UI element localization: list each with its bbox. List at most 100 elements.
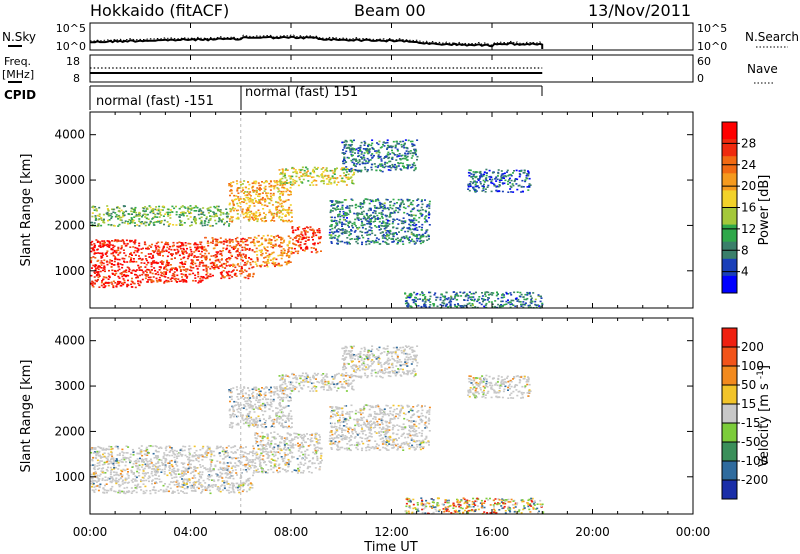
echo-cell: [507, 174, 510, 177]
echo-cell: [171, 245, 174, 248]
echo-cell: [103, 259, 106, 261]
echo-cell: [224, 468, 227, 470]
echo-cell: [127, 477, 130, 479]
echo-cell: [333, 177, 335, 180]
echo-cell: [334, 225, 337, 227]
colorbar-tick-label: 16: [741, 201, 756, 215]
echo-cell: [152, 280, 155, 282]
echo-cell: [307, 180, 310, 182]
echo-cell: [279, 178, 282, 181]
echo-cell: [530, 300, 533, 302]
echo-cell: [232, 246, 235, 248]
echo-cell: [102, 470, 105, 473]
echo-cell: [504, 179, 507, 182]
echo-cell: [104, 479, 107, 482]
echo-cell: [189, 472, 192, 475]
echo-cell: [401, 157, 404, 160]
echo-cell: [232, 202, 235, 205]
echo-cell: [134, 487, 137, 489]
echo-cell: [274, 243, 277, 246]
echo-cell: [428, 235, 430, 238]
echo-cell: [199, 484, 202, 487]
echo-cell: [225, 476, 228, 479]
echo-cell: [121, 221, 124, 224]
echo-cell: [378, 201, 381, 204]
echo-cell: [335, 229, 338, 231]
echo-cell: [410, 219, 413, 221]
echo-cell: [226, 462, 229, 464]
echo-cell: [265, 261, 268, 263]
echo-cell: [279, 265, 282, 267]
echo-cell: [240, 476, 243, 478]
echo-cell: [120, 458, 123, 461]
echo-cell: [124, 464, 127, 467]
echo-cell: [156, 281, 159, 283]
echo-cell: [523, 169, 526, 172]
echo-cell: [125, 274, 128, 277]
echo-cell: [391, 163, 394, 166]
echo-cell: [534, 300, 537, 303]
echo-cell: [315, 168, 318, 170]
echo-cell: [252, 202, 255, 205]
echo-cell: [192, 470, 195, 473]
echo-cell: [367, 209, 370, 212]
echo-cell: [180, 220, 183, 222]
echo-cell: [269, 198, 272, 201]
echo-cell: [420, 229, 423, 231]
echo-cell: [396, 150, 399, 152]
echo-cell: [375, 239, 378, 242]
echo-cell: [406, 227, 409, 229]
echo-cell: [360, 211, 363, 214]
echo-cell: [166, 242, 169, 244]
echo-cell: [149, 271, 152, 274]
echo-cell: [530, 302, 533, 305]
echo-cell: [374, 150, 376, 152]
echo-cell: [243, 269, 246, 271]
echo-cell: [338, 213, 341, 215]
echo-cell: [139, 269, 142, 271]
echo-cell: [216, 488, 219, 491]
echo-cell: [150, 246, 153, 248]
echo-cell: [278, 195, 281, 198]
echo-cell: [256, 256, 259, 259]
echo-cell: [248, 468, 251, 471]
echo-cell: [165, 241, 167, 244]
freq-left-tick-top: 18: [66, 55, 80, 68]
echo-cell: [236, 264, 239, 266]
echo-cell: [346, 241, 349, 244]
echo-cell: [128, 239, 131, 242]
echo-cell: [467, 297, 470, 299]
echo-cell: [147, 463, 150, 466]
echo-cell: [337, 228, 340, 230]
echo-cell: [520, 186, 523, 188]
echo-cell: [234, 256, 237, 259]
echo-cell: [282, 183, 284, 186]
echo-cell: [508, 301, 511, 303]
echo-cell: [468, 169, 471, 171]
echo-cell: [145, 479, 148, 482]
echo-cell: [347, 144, 350, 146]
echo-cell: [180, 214, 183, 216]
echo-cell: [283, 208, 286, 211]
echo-cell: [97, 218, 100, 221]
echo-cell: [217, 220, 220, 223]
echo-cell: [294, 236, 297, 239]
echo-cell: [282, 241, 285, 243]
echo-cell: [126, 261, 129, 263]
echo-cell: [307, 236, 310, 239]
echo-cell: [261, 252, 264, 255]
echo-cell: [158, 269, 161, 271]
echo-cell: [98, 265, 100, 267]
echo-cell: [226, 472, 229, 475]
echo-cell: [168, 490, 170, 493]
echo-cell: [367, 220, 370, 223]
echo-cell: [124, 220, 127, 222]
echo-cell: [113, 474, 116, 477]
echo-cell: [277, 245, 280, 247]
echo-cell: [142, 470, 145, 472]
echo-cell: [301, 238, 304, 240]
echo-cell: [164, 447, 167, 449]
echo-cell: [200, 477, 203, 479]
echo-cell: [411, 166, 414, 168]
echo-cell: [110, 457, 113, 460]
